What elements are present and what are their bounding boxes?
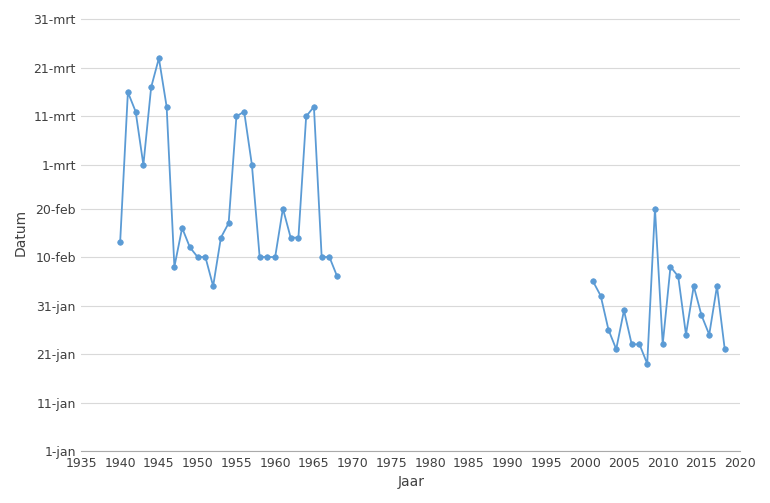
- Y-axis label: Datum: Datum: [14, 209, 28, 257]
- X-axis label: Jaar: Jaar: [397, 475, 424, 489]
